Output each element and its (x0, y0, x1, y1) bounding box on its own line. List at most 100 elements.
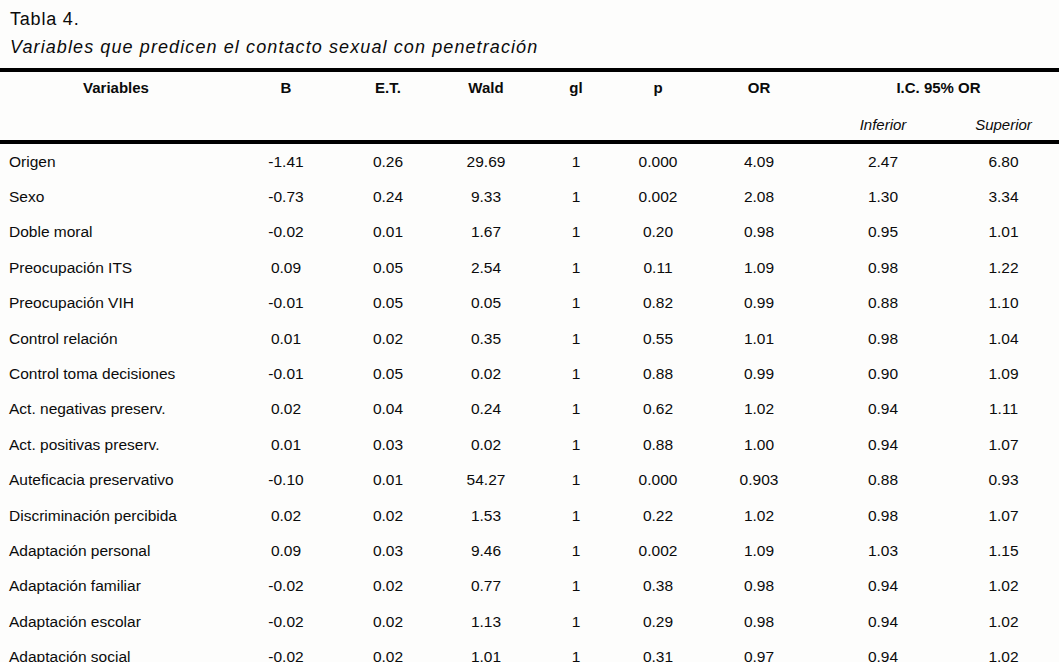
header-row-main: Variables B E.T. Wald gl p OR I.C. 95% O… (0, 70, 1059, 107)
table-row: Act. positivas preserv. 0.01 0.03 0.02 1… (0, 427, 1059, 462)
cell-ci-superior: 1.07 (948, 498, 1059, 533)
cell-p: 0.002 (616, 179, 700, 214)
cell-gl: 1 (536, 179, 616, 214)
cell-p: 0.29 (616, 604, 700, 639)
cell-wald: 0.35 (436, 321, 536, 356)
cell-b: 0.09 (232, 533, 340, 568)
table-row: Preocupación VIH -0.01 0.05 0.05 1 0.82 … (0, 286, 1059, 321)
cell-et: 0.05 (340, 250, 436, 285)
cell-gl: 1 (536, 392, 616, 427)
cell-p: 0.38 (616, 569, 700, 604)
cell-ci-superior: 1.02 (948, 639, 1059, 662)
cell-ci-inferior: 0.98 (818, 498, 948, 533)
cell-et: 0.01 (340, 215, 436, 250)
col-header-gl: gl (536, 70, 616, 142)
cell-or: 1.02 (700, 498, 818, 533)
cell-gl: 1 (536, 142, 616, 179)
table-row: Auteficacia preservativo -0.10 0.01 54.2… (0, 463, 1059, 498)
cell-ci-superior: 0.93 (948, 463, 1059, 498)
cell-or: 0.97 (700, 639, 818, 662)
cell-b: -0.01 (232, 356, 340, 391)
cell-et: 0.01 (340, 463, 436, 498)
col-header-ci-superior: Superior (948, 107, 1059, 142)
cell-gl: 1 (536, 427, 616, 462)
cell-or: 1.01 (700, 321, 818, 356)
cell-or: 0.99 (700, 356, 818, 391)
cell-ci-superior: 3.34 (948, 179, 1059, 214)
cell-ci-inferior: 0.94 (818, 392, 948, 427)
cell-ci-superior: 1.15 (948, 533, 1059, 568)
table-label: Tabla 4. (10, 8, 1059, 30)
cell-wald: 1.13 (436, 604, 536, 639)
cell-et: 0.26 (340, 142, 436, 179)
table-row: Act. negativas preserv. 0.02 0.04 0.24 1… (0, 392, 1059, 427)
col-header-p: p (616, 70, 700, 142)
col-header-b: B (232, 70, 340, 142)
table-caption: Variables que predicen el contacto sexua… (10, 36, 1059, 58)
cell-ci-superior: 1.07 (948, 427, 1059, 462)
table-row: Control toma decisiones -0.01 0.05 0.02 … (0, 356, 1059, 391)
cell-gl: 1 (536, 604, 616, 639)
cell-p: 0.22 (616, 498, 700, 533)
cell-gl: 1 (536, 356, 616, 391)
cell-ci-inferior: 1.30 (818, 179, 948, 214)
paper-page: Tabla 4. Variables que predicen el conta… (0, 8, 1059, 662)
cell-ci-inferior: 0.88 (818, 286, 948, 321)
cell-variable: Auteficacia preservativo (0, 463, 232, 498)
cell-b: -0.10 (232, 463, 340, 498)
table-row: Doble moral -0.02 0.01 1.67 1 0.20 0.98 … (0, 215, 1059, 250)
cell-wald: 0.02 (436, 427, 536, 462)
cell-gl: 1 (536, 533, 616, 568)
table-row: Adaptación familiar -0.02 0.02 0.77 1 0.… (0, 569, 1059, 604)
cell-or: 0.99 (700, 286, 818, 321)
cell-et: 0.02 (340, 639, 436, 662)
table-row: Origen -1.41 0.26 29.69 1 0.000 4.09 2.4… (0, 142, 1059, 179)
cell-ci-inferior: 0.94 (818, 427, 948, 462)
cell-or: 1.09 (700, 250, 818, 285)
cell-ci-inferior: 0.88 (818, 463, 948, 498)
cell-wald: 54.27 (436, 463, 536, 498)
cell-variable: Act. negativas preserv. (0, 392, 232, 427)
cell-ci-inferior: 2.47 (818, 142, 948, 179)
cell-ci-superior: 1.11 (948, 392, 1059, 427)
cell-or: 1.09 (700, 533, 818, 568)
cell-b: 0.02 (232, 392, 340, 427)
cell-b: -0.02 (232, 639, 340, 662)
cell-variable: Adaptación social (0, 639, 232, 662)
cell-variable: Origen (0, 142, 232, 179)
cell-p: 0.000 (616, 463, 700, 498)
cell-p: 0.62 (616, 392, 700, 427)
cell-wald: 1.53 (436, 498, 536, 533)
cell-p: 0.88 (616, 427, 700, 462)
cell-p: 0.20 (616, 215, 700, 250)
cell-variable: Adaptación escolar (0, 604, 232, 639)
cell-b: -0.73 (232, 179, 340, 214)
cell-et: 0.05 (340, 356, 436, 391)
cell-ci-inferior: 0.95 (818, 215, 948, 250)
cell-or: 4.09 (700, 142, 818, 179)
cell-variable: Preocupación VIH (0, 286, 232, 321)
cell-gl: 1 (536, 463, 616, 498)
cell-wald: 29.69 (436, 142, 536, 179)
cell-p: 0.31 (616, 639, 700, 662)
cell-variable: Control relación (0, 321, 232, 356)
cell-b: -0.02 (232, 215, 340, 250)
cell-wald: 1.67 (436, 215, 536, 250)
cell-b: 0.09 (232, 250, 340, 285)
cell-ci-superior: 1.09 (948, 356, 1059, 391)
cell-ci-inferior: 0.94 (818, 639, 948, 662)
cell-et: 0.03 (340, 427, 436, 462)
cell-or: 0.98 (700, 569, 818, 604)
cell-ci-inferior: 0.94 (818, 604, 948, 639)
cell-variable: Doble moral (0, 215, 232, 250)
cell-b: -0.02 (232, 569, 340, 604)
table-row: Sexo -0.73 0.24 9.33 1 0.002 2.08 1.30 3… (0, 179, 1059, 214)
cell-ci-superior: 1.01 (948, 215, 1059, 250)
cell-or: 0.98 (700, 604, 818, 639)
cell-or: 1.00 (700, 427, 818, 462)
cell-p: 0.55 (616, 321, 700, 356)
cell-ci-inferior: 0.94 (818, 569, 948, 604)
cell-gl: 1 (536, 639, 616, 662)
cell-variable: Adaptación familiar (0, 569, 232, 604)
cell-gl: 1 (536, 215, 616, 250)
